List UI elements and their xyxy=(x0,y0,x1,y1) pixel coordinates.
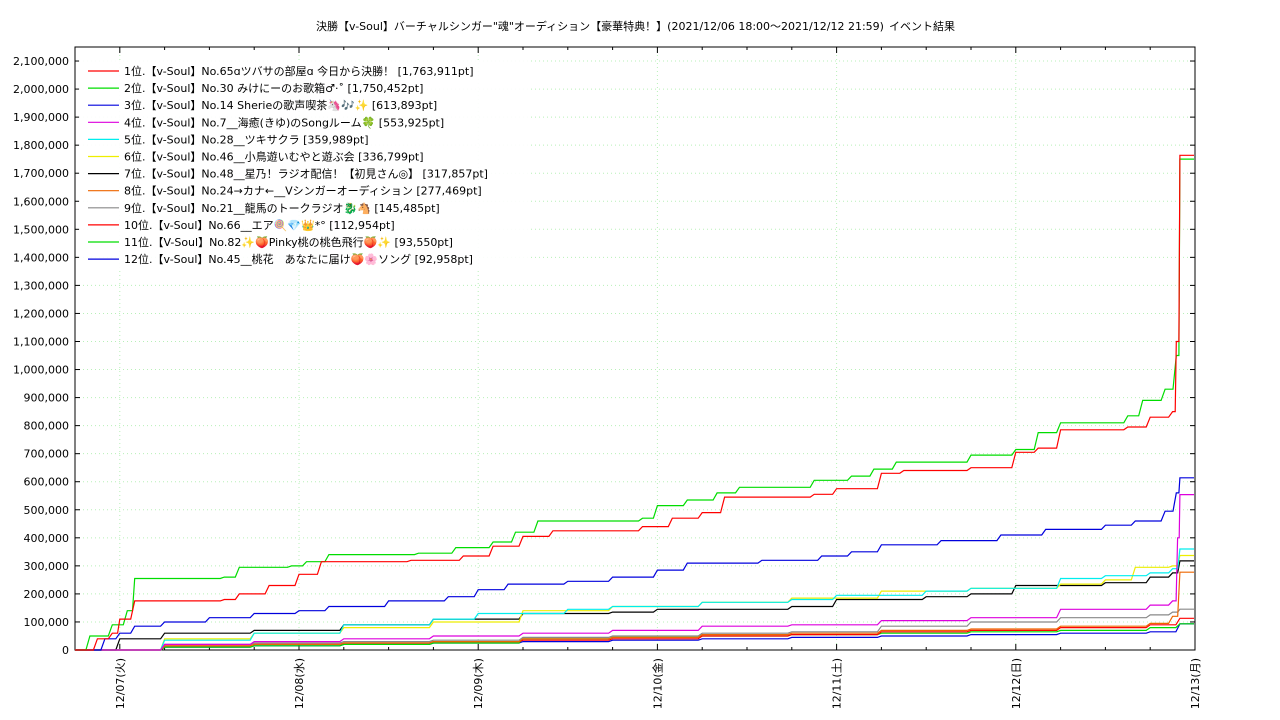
y-tick-label: 900,000 xyxy=(24,392,70,405)
grid xyxy=(75,47,1196,651)
legend-entry: 6位.【v-Soul】No.46__小鳥遊いむやと遊ぶ会 [336,799pt] xyxy=(124,150,424,164)
legend-entry: 5位.【v-Soul】No.28__ツキサクラ [359,989pt] xyxy=(124,132,369,146)
series-line-9 xyxy=(75,608,1194,651)
y-tick-label: 1,900,000 xyxy=(13,111,69,124)
y-tick-label: 700,000 xyxy=(24,448,70,461)
series-line-4 xyxy=(75,494,1194,651)
y-tick-label: 1,500,000 xyxy=(13,223,69,236)
x-tick-label: 12/07(火) xyxy=(114,658,127,709)
series-line-1 xyxy=(75,154,1194,651)
y-tick-label: 500,000 xyxy=(24,504,70,517)
x-tick-label: 12/12(日) xyxy=(1010,658,1023,709)
series-line-3 xyxy=(75,477,1194,651)
y-tick-label: 2,100,000 xyxy=(13,55,69,68)
legend-entry: 7位.【v-Soul】No.48__星乃！ラジオ配信！【初見さん◎】 [317,… xyxy=(124,167,488,181)
x-tick-label: 12/10(金) xyxy=(650,658,664,709)
y-tick-label: 100,000 xyxy=(24,616,70,629)
y-tick-label: 1,700,000 xyxy=(13,167,69,180)
legend-entry: 3位.【v-Soul】No.14 Sherieの歌声喫茶🦄🎶✨ [613,893… xyxy=(124,98,437,112)
x-tick-label: 12/08(水) xyxy=(293,658,306,709)
y-tick-label: 1,200,000 xyxy=(13,307,69,320)
axes: 0 100,000 200,000 300,000 400,000 500,000 600,… xyxy=(13,46,1202,709)
y-tick-label: 0 xyxy=(62,644,69,657)
legend-entry: 10位.【v-Soul】No.66__エア🍭💎👑*° [112,954pt] xyxy=(124,218,395,232)
legend-entry: 2位.【v-Soul】No.30 みけにーのお歌箱♂·˚ [1,750,452p… xyxy=(124,81,423,95)
chart-title: 決勝【v-Soul】バーチャルシンガー"魂"オーディション【豪華特典！】(202… xyxy=(316,19,884,33)
series-lines xyxy=(75,154,1194,651)
y-tick-label: 600,000 xyxy=(24,476,70,489)
legend-entry: 11位.【V-Soul】No.82✨🍑Pinky桃の桃色飛行🍑✨ [93,550… xyxy=(124,235,453,249)
y-tick-label: 800,000 xyxy=(24,420,70,433)
y-tick-label: 1,300,000 xyxy=(13,279,69,292)
legend-entry: 12位.【v-Soul】No.45__桃花 あなたに届け🍑🌸ソング [92,95… xyxy=(124,252,473,266)
y-tick-label: 1,600,000 xyxy=(13,195,69,208)
x-tick-label: 12/13(月) xyxy=(1189,658,1202,709)
y-tick-label: 1,800,000 xyxy=(13,139,69,152)
legend-entry: 4位.【v-Soul】No.7__海癒(きゆ)のSongルーム🍀 [553,92… xyxy=(124,115,444,129)
legend: 1位.【v-Soul】No.65ɑツバサの部屋ɑ 今日から決勝！ [1,763,… xyxy=(79,60,529,270)
series-line-2 xyxy=(75,158,1194,651)
legend-entry: 8位.【v-Soul】No.24→カナ←__Vシンガーオーディション [277,… xyxy=(124,184,482,198)
x-tick-label: 12/11(土) xyxy=(831,658,844,709)
y-tick-label: 400,000 xyxy=(24,532,70,545)
chart-subtitle: イベント結果 xyxy=(889,19,955,33)
legend-entry: 1位.【v-Soul】No.65ɑツバサの部屋ɑ 今日から決勝！ [1,763,… xyxy=(124,64,474,78)
y-tick-label: 1,400,000 xyxy=(13,251,69,264)
y-tick-label: 2,000,000 xyxy=(13,83,69,96)
series-line-8 xyxy=(75,571,1194,651)
legend-background xyxy=(79,60,529,270)
series-line-5 xyxy=(75,548,1194,651)
y-tick-label: 300,000 xyxy=(24,560,70,573)
y-tick-label: 200,000 xyxy=(24,588,70,601)
y-tick-label: 1,000,000 xyxy=(13,364,69,377)
y-tick-label: 1,100,000 xyxy=(13,335,69,348)
x-tick-label: 12/09(木) xyxy=(472,658,485,709)
plot-frame xyxy=(74,46,1196,651)
legend-entry: 9位.【v-Soul】No.21__龍馬のトークラジオ🐉🐴 [145,485pt… xyxy=(124,201,440,215)
series-line-7 xyxy=(75,560,1194,651)
